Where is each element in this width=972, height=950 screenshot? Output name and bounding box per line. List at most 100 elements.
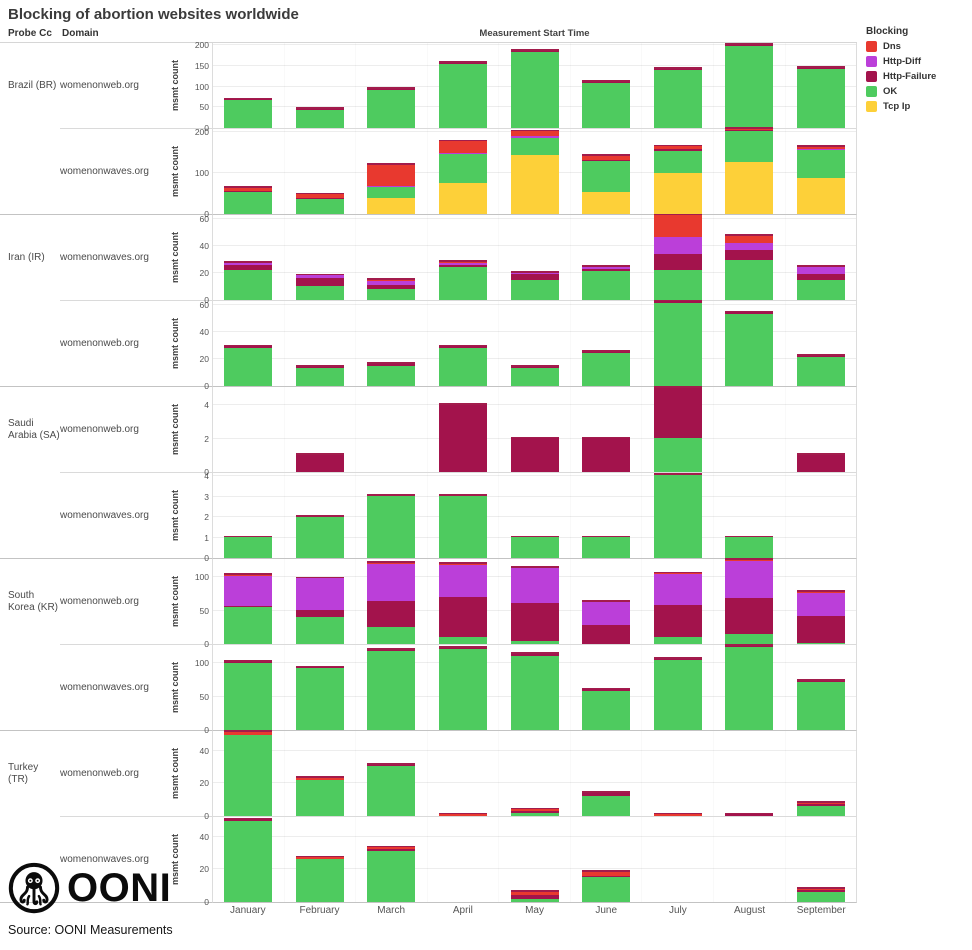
bar-segment-http-failure (438, 62, 487, 64)
bar-top-stroke (725, 812, 774, 815)
bar (295, 514, 344, 558)
month-slot (571, 645, 643, 730)
bar-segment-http-diff (510, 568, 559, 604)
bar (438, 812, 487, 816)
month-slot (428, 559, 500, 644)
facet-country-cell: Brazil (BR) (0, 43, 60, 129)
bar (653, 385, 702, 472)
bar-top-stroke (510, 129, 559, 132)
y-tick-label: 60 (199, 214, 209, 225)
bar-segment-ok (796, 642, 845, 644)
bar-segment-ok (367, 186, 416, 199)
bar (438, 494, 487, 558)
month-slot (642, 299, 714, 386)
bar-segment-ok (510, 641, 559, 644)
bar-segment-http-failure (510, 50, 559, 53)
bar-segment-dns (438, 141, 487, 153)
facet-domain-label: womenonweb.org (60, 424, 139, 435)
bar-segment-tcp-ip (725, 162, 774, 214)
ooni-logo: OONI (8, 862, 171, 914)
bar-segment-http-failure (725, 814, 774, 816)
month-slot (642, 473, 714, 558)
bar (367, 561, 416, 644)
bar-top-stroke (725, 234, 774, 236)
month-slot (356, 817, 428, 902)
bar-segment-http-diff (224, 263, 273, 265)
bar (725, 644, 774, 730)
bar (510, 535, 559, 558)
bar-top-stroke (653, 657, 702, 659)
x-tick-label: March (377, 905, 406, 916)
bar (438, 259, 487, 300)
bar-segment-http-diff (653, 574, 702, 606)
legend-item-ok: OK (866, 86, 970, 97)
bar-top-stroke (438, 344, 487, 347)
bar (582, 791, 631, 816)
bar-segment-http-failure (653, 148, 702, 151)
bar-segment-http-diff (653, 237, 702, 254)
bar-segment-ok (224, 537, 273, 558)
bar (796, 354, 845, 386)
bar-top-stroke (582, 535, 631, 538)
y-tick-labels: 0 20 40 (182, 817, 209, 907)
bar-segment-ok (438, 495, 487, 558)
bar-segment-ok (438, 153, 487, 183)
bar-segment-ok (438, 347, 487, 386)
month-slot (499, 301, 571, 386)
bar-segment-dns (796, 888, 845, 891)
y-tick-label: 2 (204, 512, 209, 523)
tcp-ip-swatch (866, 101, 877, 112)
bar (725, 234, 774, 300)
dns-swatch (866, 41, 877, 52)
bar-segment-http-failure (510, 274, 559, 280)
bar-segment-dns (295, 777, 344, 780)
bar-top-stroke (438, 646, 487, 649)
month-slot (356, 645, 428, 730)
bar-segment-ok (224, 663, 273, 730)
bar (224, 186, 273, 214)
month-slot (571, 731, 643, 816)
bar-top-stroke (367, 163, 416, 165)
bar-top-stroke (438, 812, 487, 815)
y-tick-label: 4 (204, 471, 209, 482)
bar (796, 65, 845, 128)
x-tick-label: January (230, 905, 266, 916)
month-slot (714, 42, 786, 128)
bar-segment-ok (653, 150, 702, 173)
bar (510, 807, 559, 816)
y-axis-label-text: msmt count (170, 403, 180, 455)
bar-segment-ok (796, 357, 845, 386)
month-slot (786, 645, 857, 730)
facet-domain-cell: womenonwaves.org (60, 129, 168, 215)
month-slot (213, 301, 285, 386)
bar-top-stroke (796, 145, 845, 147)
bar-segment-ok (796, 806, 845, 816)
bar-segment-ok (796, 279, 845, 300)
bar-segment-http-failure (653, 605, 702, 638)
y-tick-label: 50 (199, 102, 209, 113)
bar-segment-dns (367, 847, 416, 850)
bar (367, 845, 416, 902)
month-slot (285, 387, 357, 472)
month-slot (571, 301, 643, 386)
bar-top-stroke (438, 494, 487, 496)
bar-top-stroke (653, 473, 702, 476)
bar (367, 648, 416, 730)
y-axis-label: msmt count (168, 129, 182, 214)
month-slot (356, 559, 428, 644)
gridline (213, 245, 856, 247)
bar (510, 365, 559, 386)
bar (510, 652, 559, 730)
bar-top-stroke (224, 817, 273, 820)
bar-segment-http-diff (438, 152, 487, 154)
y-tick-label: 1 (204, 532, 209, 543)
plot-area (212, 473, 857, 559)
y-tick-label: 0 (204, 295, 209, 305)
month-slot (428, 387, 500, 472)
bar-top-stroke (295, 106, 344, 109)
bar-segment-ok (796, 68, 845, 128)
bar (295, 192, 344, 214)
month-slot (285, 129, 357, 214)
month-slot (714, 558, 786, 644)
